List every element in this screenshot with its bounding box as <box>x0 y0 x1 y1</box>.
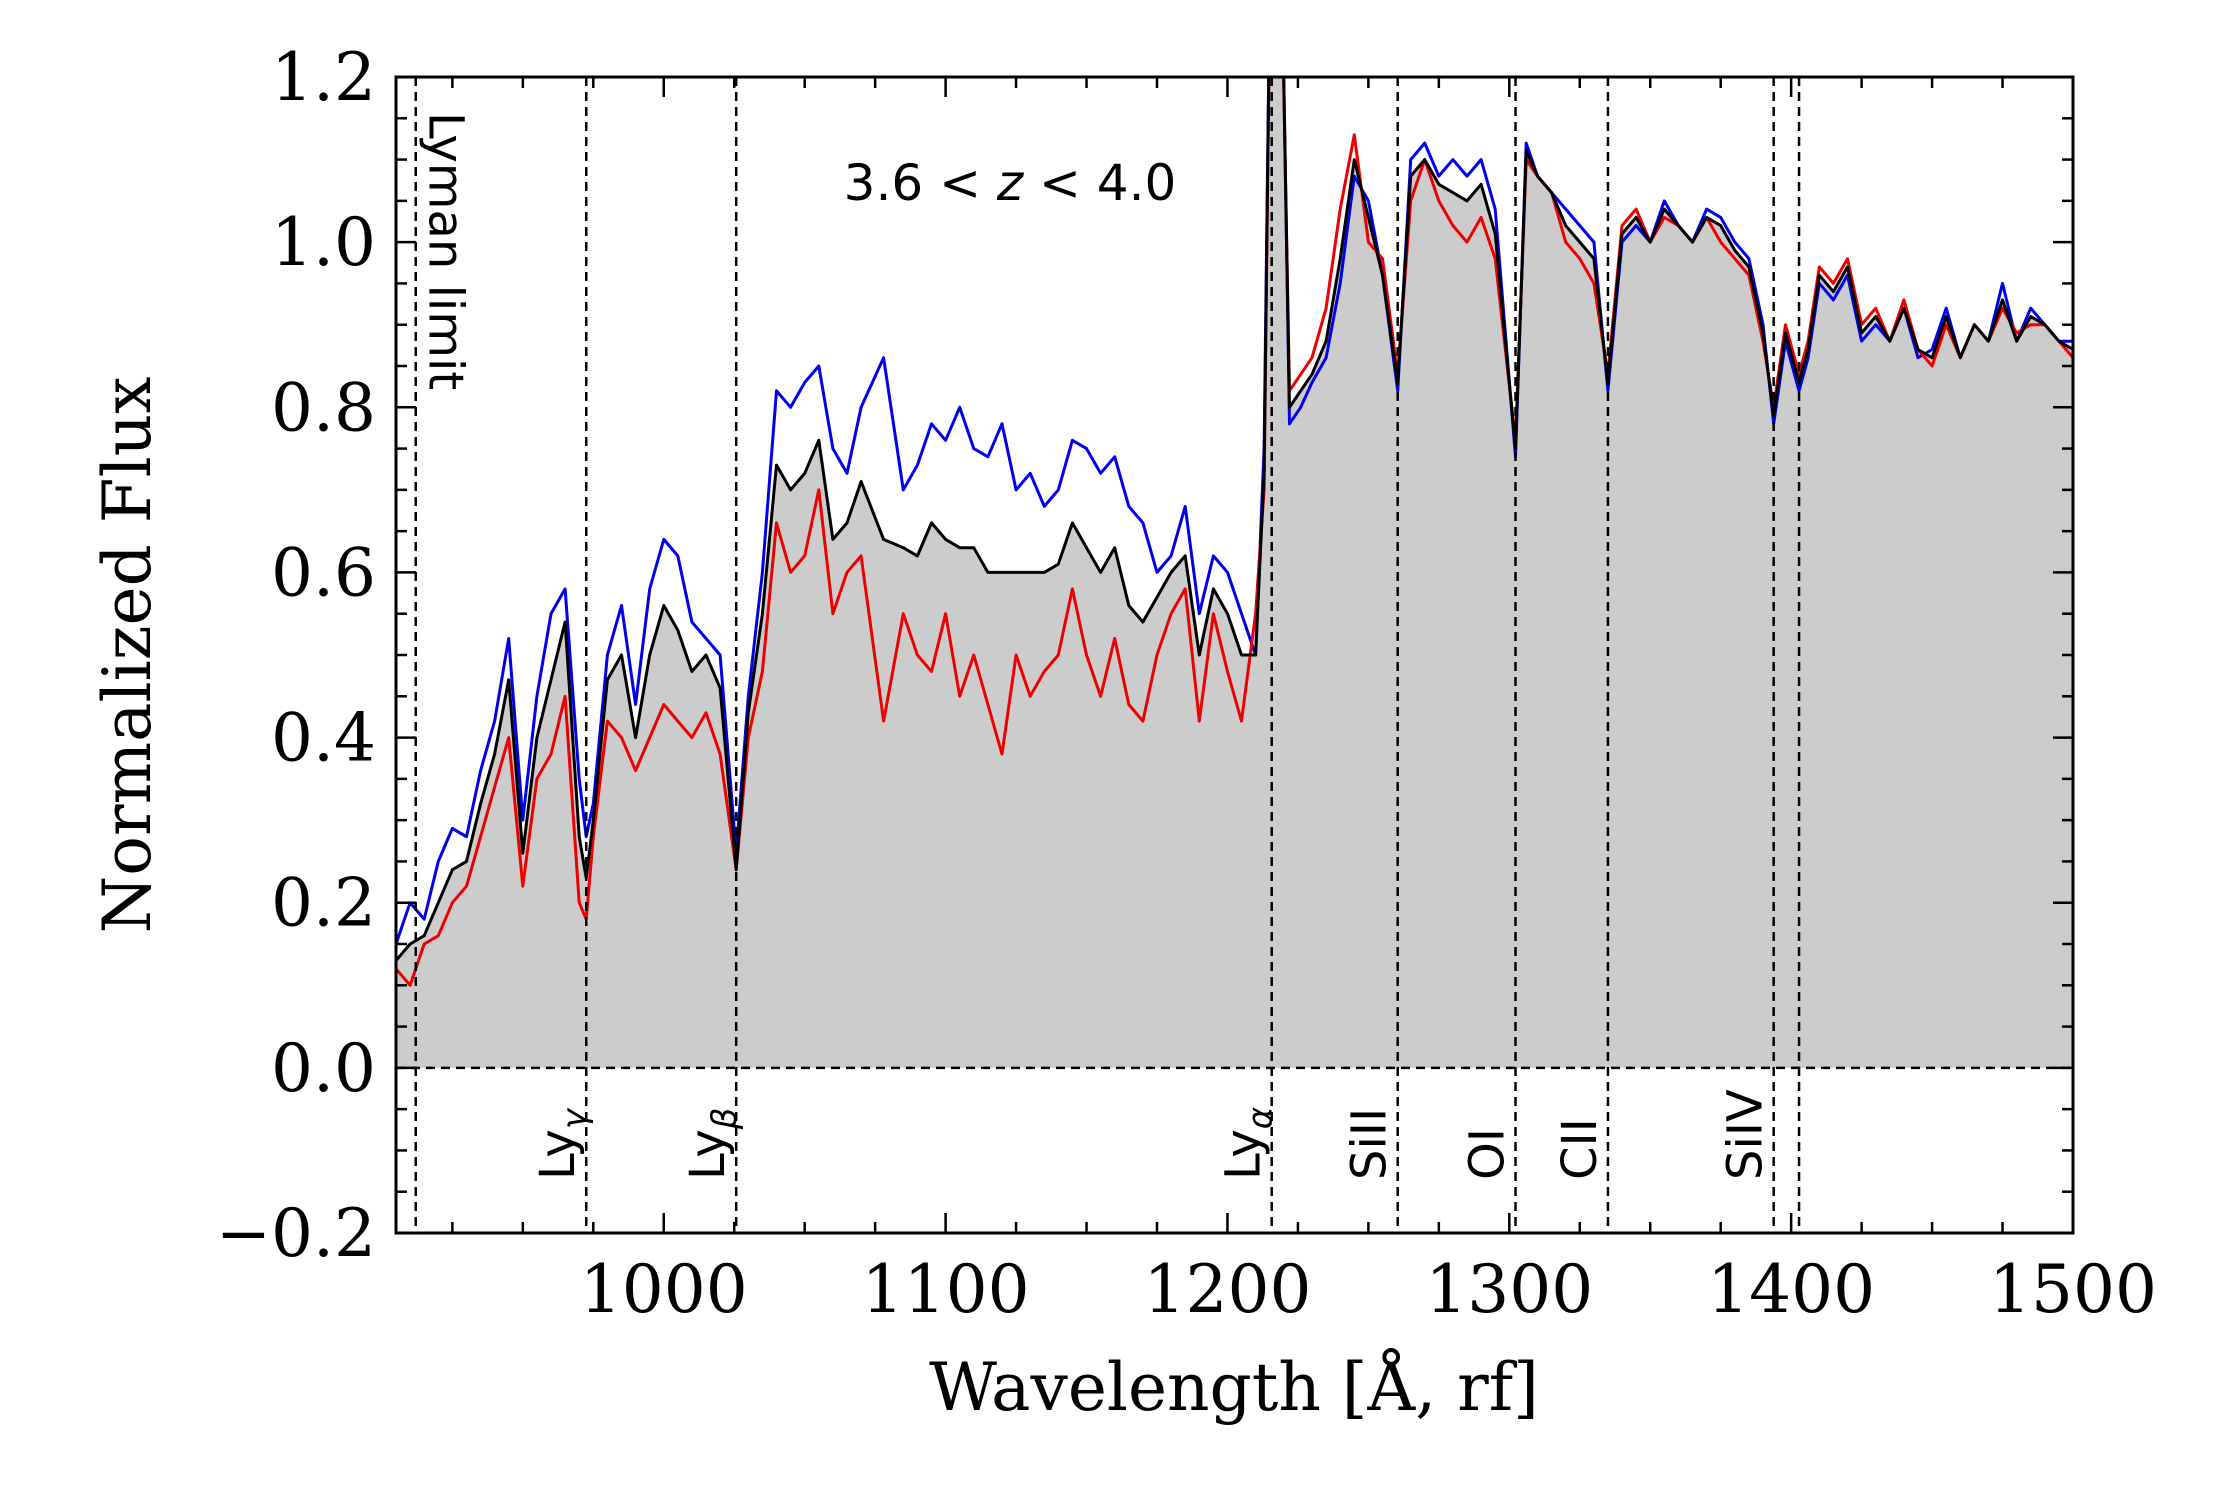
x-tick-label: 1000 <box>580 1251 748 1328</box>
y-axis-label: Normalized Flux <box>89 377 166 934</box>
y-tick-label: 0.0 <box>271 1030 376 1107</box>
reference-label-ly-1: Lyγ <box>530 1107 595 1180</box>
reference-label-ly-2: Lyβ <box>680 1108 745 1180</box>
fill-area-layer <box>396 77 2073 1068</box>
reference-lines <box>414 77 1801 1233</box>
y-tick-label: 1.0 <box>271 204 376 281</box>
y-tick-label: −0.2 <box>216 1195 376 1272</box>
y-tick-label: 0.6 <box>271 534 376 611</box>
mean-spectrum-fill <box>396 77 2073 1068</box>
reference-label-cii: CII <box>1552 1118 1608 1180</box>
series-layer <box>396 77 2073 987</box>
reference-label-siii: SiII <box>1342 1108 1398 1180</box>
reference-label-oi: OI <box>1460 1128 1516 1180</box>
y-tick-label: 1.2 <box>271 39 376 116</box>
plot-frame <box>394 75 2075 1235</box>
x-tick-label: 1200 <box>1143 1251 1311 1328</box>
x-tick-label: 1300 <box>1425 1251 1593 1328</box>
z-label-pre: 3.6 < <box>844 154 997 212</box>
y-tick-label: 0.4 <box>271 700 376 777</box>
reference-label-ly-3: Lyα <box>1216 1107 1281 1180</box>
reference-label-siiv: SiIV <box>1718 1089 1774 1180</box>
series-line-red <box>396 77 2073 987</box>
z-label-var: z <box>996 154 1025 212</box>
x-tick-label: 1400 <box>1707 1251 1875 1328</box>
x-tick-label: 1500 <box>1989 1251 2157 1328</box>
x-axis-label: Wavelength [Å, rf] <box>929 1349 1539 1426</box>
label-layer: Lyman limit Lyγ Lyβ Lyα SiII OI CII SiIV 1000 110… <box>216 39 2157 1328</box>
x-tick-label: 1100 <box>862 1251 1030 1328</box>
series-line-black <box>396 77 2073 962</box>
z-label-post: < 4.0 <box>1023 154 1176 212</box>
reference-label-lyman-limit: Lyman limit <box>418 112 474 390</box>
redshift-range-label: 3.6 < z < 4.0 <box>844 154 1177 212</box>
tick-layer <box>396 75 2075 1235</box>
y-tick-label: 0.2 <box>271 865 376 942</box>
y-tick-label: 0.8 <box>271 369 376 446</box>
